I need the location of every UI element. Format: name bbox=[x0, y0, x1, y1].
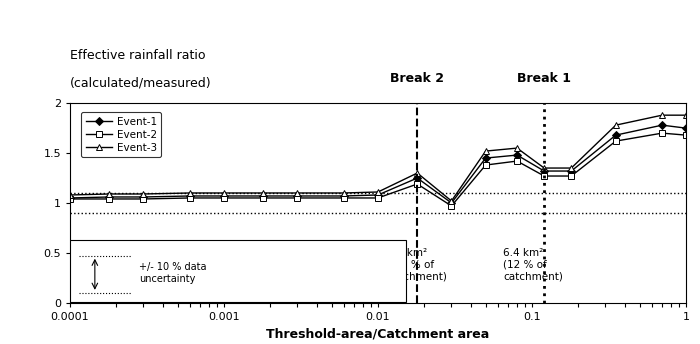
Text: Break 2: Break 2 bbox=[391, 72, 444, 85]
Event-1 bbox=[186, 194, 194, 198]
Event-3 bbox=[612, 123, 620, 127]
Text: 0.8 km²
(1.5 % of
catchment): 0.8 km² (1.5 % of catchment) bbox=[387, 248, 447, 281]
Event-2 bbox=[540, 174, 548, 178]
Event-2 bbox=[658, 131, 666, 135]
Event-3 bbox=[682, 113, 690, 117]
Event-2 bbox=[482, 163, 490, 167]
Event-3 bbox=[567, 166, 575, 170]
Event-1 bbox=[658, 123, 666, 127]
Event-2 bbox=[105, 197, 113, 201]
Event-2 bbox=[612, 139, 620, 143]
Text: +/- 10 % data
uncertainty: +/- 10 % data uncertainty bbox=[139, 262, 206, 283]
Event-3 bbox=[447, 199, 456, 203]
Line: Event-2: Event-2 bbox=[67, 130, 689, 209]
Bar bbox=[70, 240, 405, 302]
Event-2 bbox=[293, 196, 302, 200]
Event-3 bbox=[658, 113, 666, 117]
Event-1 bbox=[482, 156, 490, 160]
Event-2 bbox=[340, 196, 348, 200]
Event-1 bbox=[540, 169, 548, 173]
Event-1 bbox=[612, 133, 620, 137]
Event-2 bbox=[374, 196, 382, 200]
Line: Event-3: Event-3 bbox=[67, 112, 689, 204]
Event-1 bbox=[567, 169, 575, 173]
Event-3 bbox=[482, 149, 490, 153]
Event-3 bbox=[513, 146, 522, 150]
Text: 6.4 km²
(12 % of
catchment): 6.4 km² (12 % of catchment) bbox=[503, 248, 563, 281]
Event-2 bbox=[220, 196, 228, 200]
Text: Break 1: Break 1 bbox=[517, 72, 571, 85]
Event-2 bbox=[186, 196, 194, 200]
Event-1 bbox=[513, 153, 522, 157]
Event-3 bbox=[413, 171, 421, 175]
Event-1 bbox=[259, 194, 267, 198]
Legend: Event-1, Event-2, Event-3: Event-1, Event-2, Event-3 bbox=[81, 112, 161, 157]
Event-1 bbox=[447, 201, 456, 205]
Event-3 bbox=[105, 192, 113, 196]
Event-3 bbox=[259, 191, 267, 195]
Event-3 bbox=[340, 191, 348, 195]
Event-2 bbox=[139, 197, 148, 201]
Event-3 bbox=[540, 166, 548, 170]
Event-1 bbox=[220, 194, 228, 198]
X-axis label: Threshold-area/Catchment area: Threshold-area/Catchment area bbox=[267, 327, 489, 340]
Event-3 bbox=[66, 193, 74, 197]
Event-3 bbox=[139, 192, 148, 196]
Event-3 bbox=[374, 190, 382, 194]
Event-1 bbox=[374, 193, 382, 197]
Event-2 bbox=[682, 133, 690, 137]
Line: Event-1: Event-1 bbox=[67, 122, 689, 206]
Text: (calculated/measured): (calculated/measured) bbox=[70, 76, 211, 89]
Event-1 bbox=[413, 176, 421, 180]
Text: Effective rainfall ratio: Effective rainfall ratio bbox=[70, 49, 206, 62]
Event-3 bbox=[220, 191, 228, 195]
Event-3 bbox=[293, 191, 302, 195]
Event-1 bbox=[293, 194, 302, 198]
Event-2 bbox=[66, 197, 74, 201]
Event-2 bbox=[447, 204, 456, 208]
Event-1 bbox=[340, 194, 348, 198]
Event-1 bbox=[105, 195, 113, 199]
Event-1 bbox=[682, 126, 690, 130]
Event-1 bbox=[66, 196, 74, 200]
Event-1 bbox=[139, 195, 148, 199]
Event-2 bbox=[567, 174, 575, 178]
Event-2 bbox=[413, 182, 421, 186]
Event-3 bbox=[186, 191, 194, 195]
Event-2 bbox=[513, 159, 522, 163]
Event-2 bbox=[259, 196, 267, 200]
